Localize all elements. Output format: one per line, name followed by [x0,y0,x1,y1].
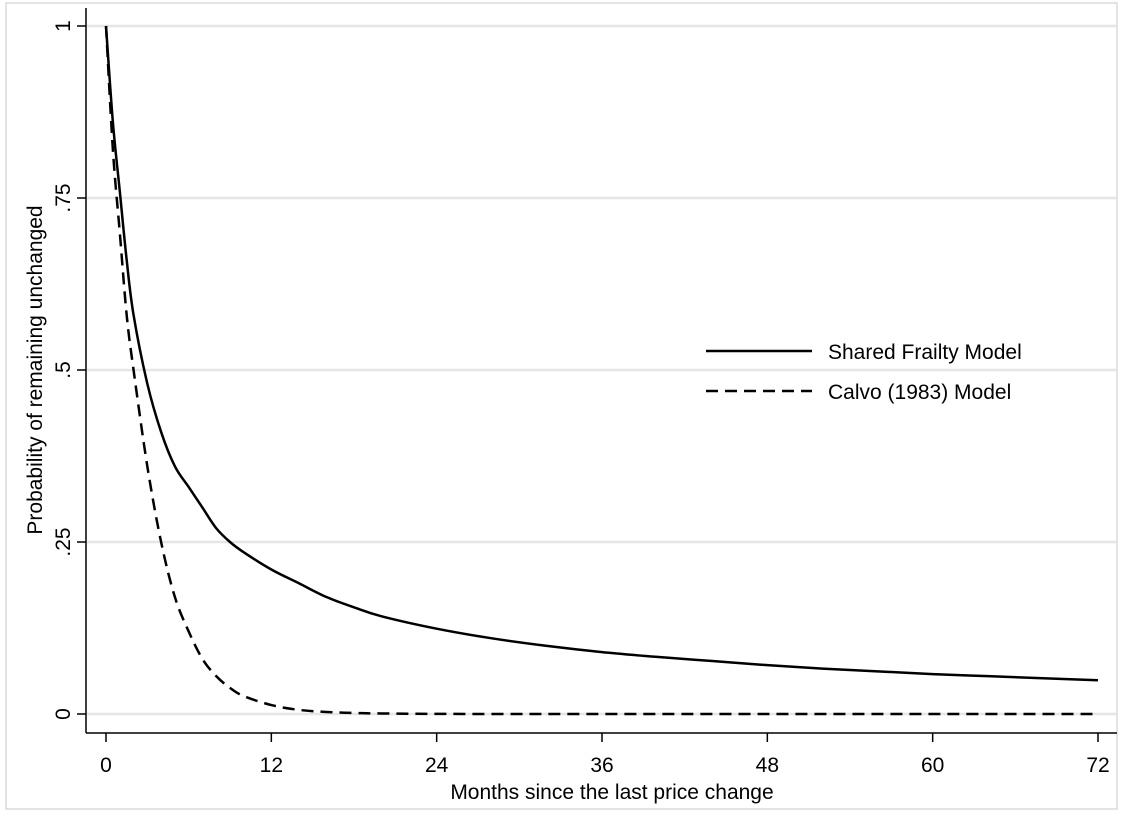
x-tick-label-1: 12 [260,754,283,777]
series-line-0 [104,25,1099,682]
x-tick-label-5: 60 [921,754,944,777]
x-axis-title: Months since the last price change [450,781,773,804]
legend-label-1: Calvo (1983) Model [828,381,1011,404]
x-tick-label-3: 36 [590,754,613,777]
legend: Shared Frailty Model Calvo (1983) Model [706,341,1022,404]
legend-label-0: Shared Frailty Model [828,341,1022,364]
y-tick-label-1: .25 [52,527,75,556]
series-line-1 [104,25,1098,716]
x-tick-label-4: 48 [756,754,779,777]
series-lines [104,25,1099,716]
x-tick-label-6: 72 [1086,754,1109,777]
outer-border [5,2,1118,810]
y-tick-label-0: 0 [52,708,75,720]
x-tick-label-2: 24 [425,754,449,777]
axes: 0 12 24 36 48 60 72 0 .25 .5 .75 1 [52,8,1117,777]
y-axis-title: Probability of remaining unchanged [24,205,47,534]
x-tick-label-0: 0 [100,754,112,777]
grid-lines [87,24,1117,716]
y-tick-label-2: .5 [52,361,75,379]
y-tick-label-4: 1 [52,20,75,32]
y-tick-label-3: .75 [52,183,75,212]
